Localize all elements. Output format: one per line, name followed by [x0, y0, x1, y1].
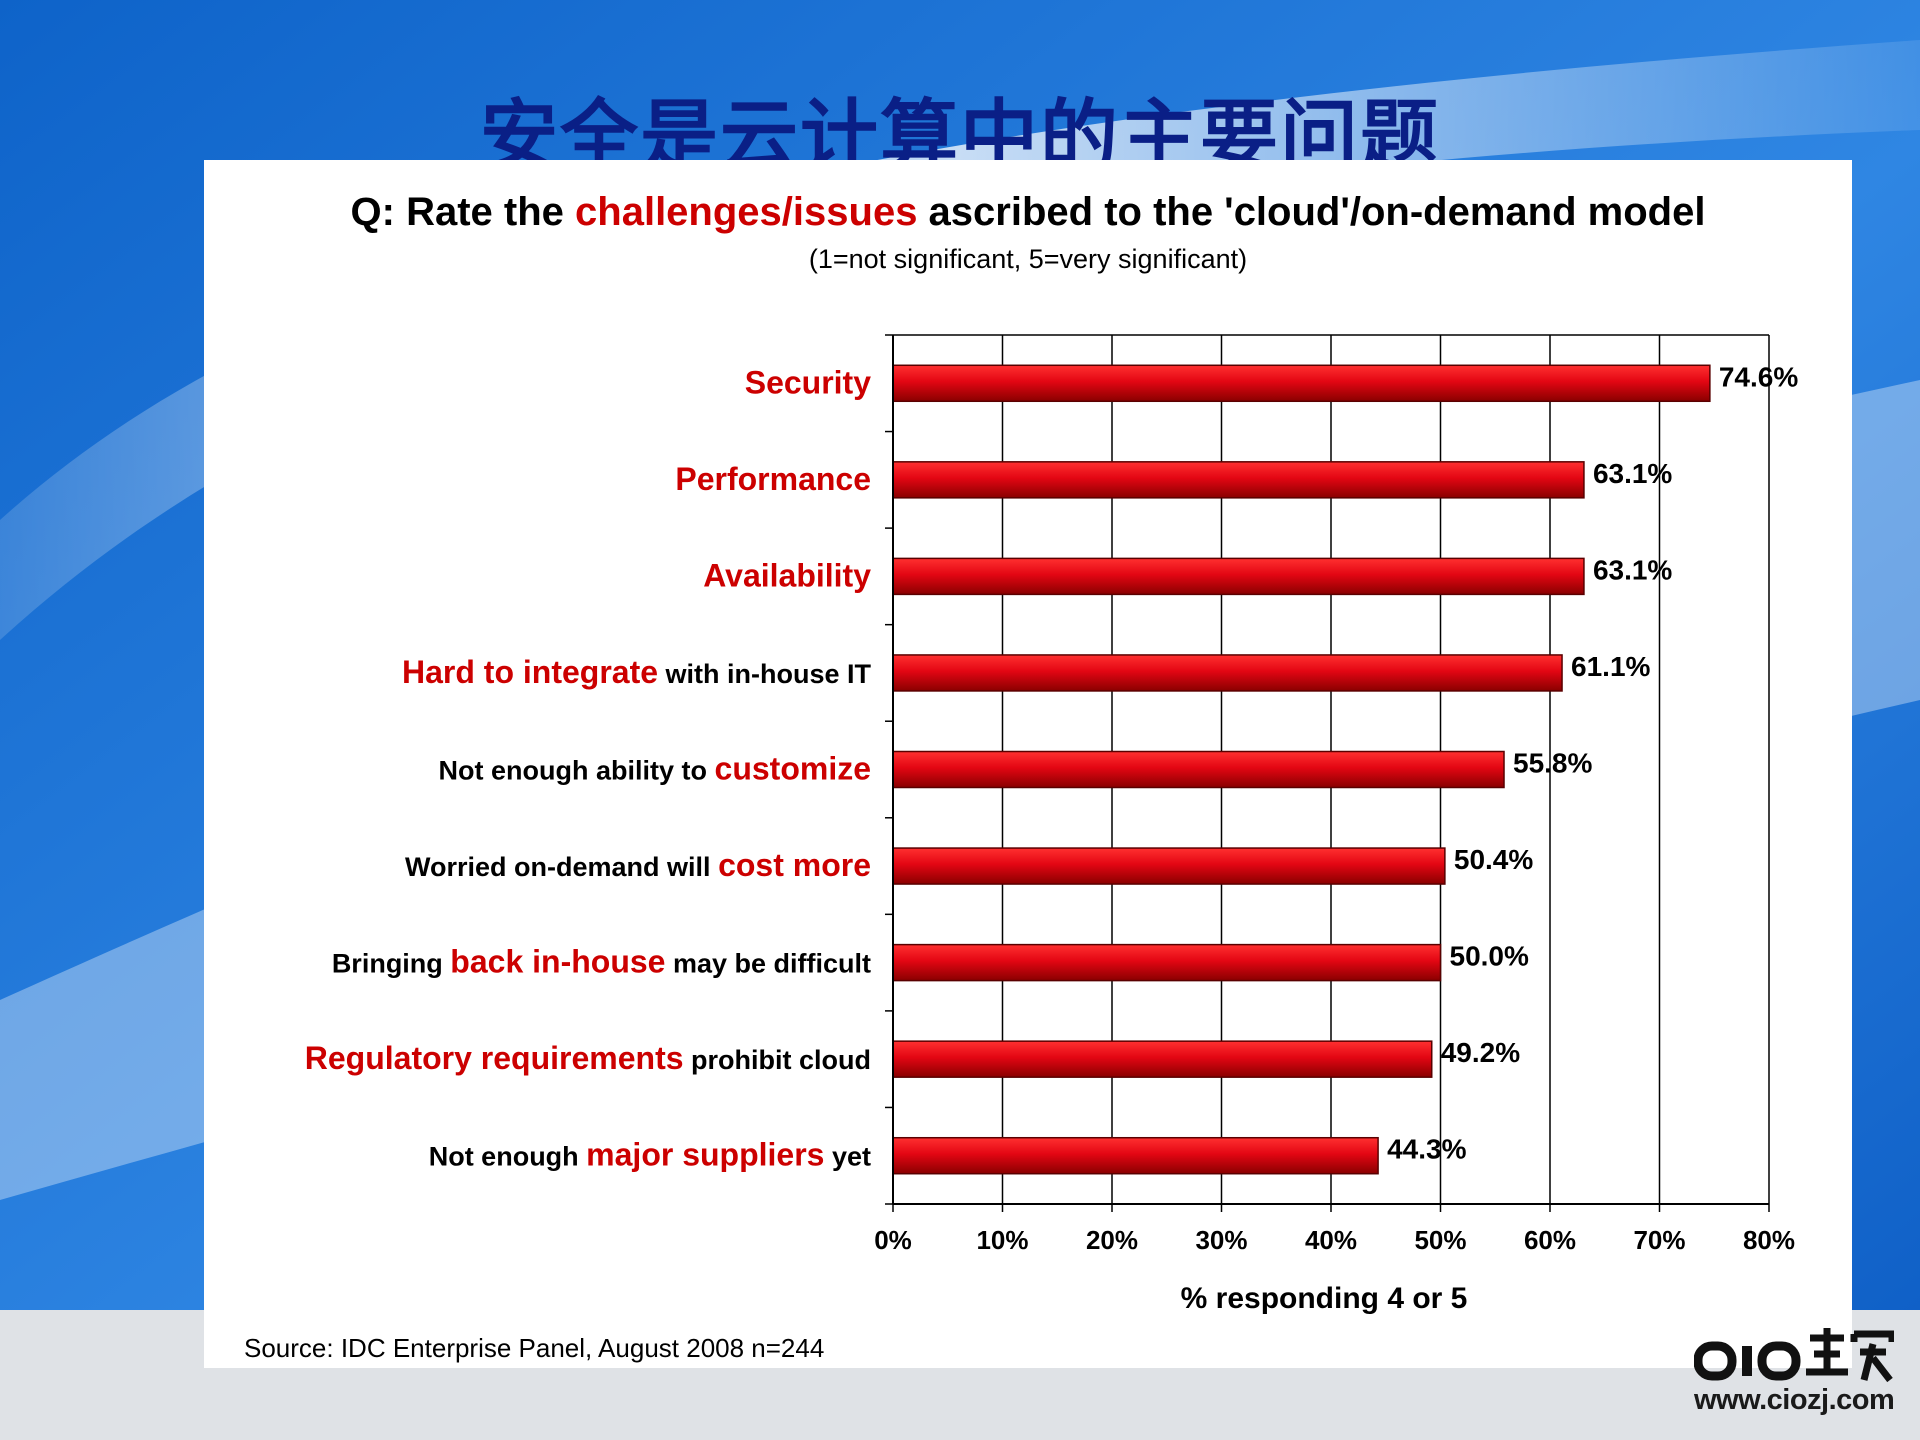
bar	[892, 364, 1711, 403]
chart-title-part: ascribed to the 'cloud'/on-demand model	[917, 190, 1705, 234]
category-labels: Security Performance Availability Hard to i…	[305, 364, 872, 1172]
category-label-part: Availability	[703, 557, 871, 593]
x-tick-label: 70%	[1633, 1225, 1685, 1255]
category-label-part: major suppliers	[586, 1137, 824, 1173]
category-label: Regulatory requirements prohibit cloud	[305, 1040, 871, 1076]
value-labels: 74.6% 63.1% 63.1% 61.1% 55.8% 50.4% 50.0% 49.2%…	[1387, 361, 1798, 1164]
chart-title-part: Q: Rate the	[351, 190, 575, 234]
bars	[892, 364, 1711, 1175]
x-tick-label: 10%	[976, 1225, 1028, 1255]
chart-title-part: challenges/issues	[575, 190, 917, 234]
category-label-part: back in-house	[450, 944, 665, 980]
value-label: 61.1%	[1571, 651, 1650, 682]
category-label: Availability	[703, 557, 871, 593]
x-tick-label: 80%	[1743, 1225, 1795, 1255]
value-label: 74.6%	[1719, 361, 1798, 392]
value-label: 63.1%	[1593, 458, 1672, 489]
axes	[885, 334, 1770, 1212]
value-label: 49.2%	[1441, 1037, 1520, 1068]
value-label: 63.1%	[1593, 554, 1672, 585]
category-label: Bringing back in-house may be difficult	[332, 944, 871, 980]
category-label: Not enough ability to customize	[439, 751, 871, 787]
value-label: 44.3%	[1387, 1134, 1466, 1165]
source-note: Source: IDC Enterprise Panel, August 200…	[244, 1333, 824, 1363]
bar	[892, 1040, 1433, 1078]
category-label: Hard to integrate with in-house IT	[402, 654, 872, 690]
chart-panel: Q: Rate the challenges/issues ascribed t…	[204, 160, 1852, 1368]
x-tick-label: 30%	[1195, 1225, 1247, 1255]
category-label-part: customize	[715, 751, 871, 787]
category-label-part: Performance	[675, 461, 871, 497]
category-label-part: yet	[824, 1142, 871, 1172]
category-label-part: cost more	[718, 847, 871, 883]
category-label-part: Security	[745, 364, 871, 400]
cio-logo-icon	[1694, 1328, 1894, 1383]
category-label-part: Bringing	[332, 949, 450, 979]
x-tick-labels: 0% 10% 20% 30% 40% 50% 60% 70% 80%	[874, 1225, 1795, 1255]
x-tick-label: 20%	[1086, 1225, 1138, 1255]
category-label-part: prohibit cloud	[684, 1045, 871, 1075]
chart-title: Q: Rate the challenges/issues ascribed t…	[351, 190, 1706, 234]
category-label-part: Hard to integrate	[402, 654, 658, 690]
category-label: Performance	[675, 461, 871, 497]
value-label: 50.0%	[1450, 941, 1529, 972]
category-label-part: Not enough ability to	[439, 756, 715, 786]
bar	[892, 461, 1585, 499]
watermark: www.ciozj.com	[1694, 1324, 1895, 1434]
bar-chart: Q: Rate the challenges/issues ascribed t…	[244, 190, 1798, 1363]
bar	[892, 750, 1505, 789]
category-label: Security	[745, 364, 871, 400]
value-label: 55.8%	[1513, 748, 1592, 779]
bar	[892, 557, 1585, 596]
value-label: 50.4%	[1454, 844, 1533, 875]
category-label-part: with in-house IT	[658, 659, 871, 689]
category-label-part: Worried on-demand will	[405, 852, 718, 882]
category-label: Worried on-demand will cost more	[405, 847, 871, 883]
bar	[892, 943, 1442, 982]
bar	[892, 847, 1446, 885]
x-tick-label: 40%	[1305, 1225, 1357, 1255]
category-label: Not enough major suppliers yet	[429, 1137, 871, 1173]
x-tick-label: 0%	[874, 1225, 912, 1255]
bar	[892, 654, 1563, 692]
bar	[892, 1136, 1379, 1175]
watermark-url: www.ciozj.com	[1694, 1384, 1895, 1416]
x-tick-label: 60%	[1524, 1225, 1576, 1255]
category-label-part: Regulatory requirements	[305, 1040, 684, 1076]
x-axis-label: % responding 4 or 5	[1181, 1282, 1468, 1315]
category-label-part: Not enough	[429, 1142, 586, 1172]
chart-subtitle: (1=not significant, 5=very significant)	[809, 244, 1247, 274]
category-label-part: may be difficult	[665, 949, 871, 979]
x-tick-label: 50%	[1414, 1225, 1466, 1255]
